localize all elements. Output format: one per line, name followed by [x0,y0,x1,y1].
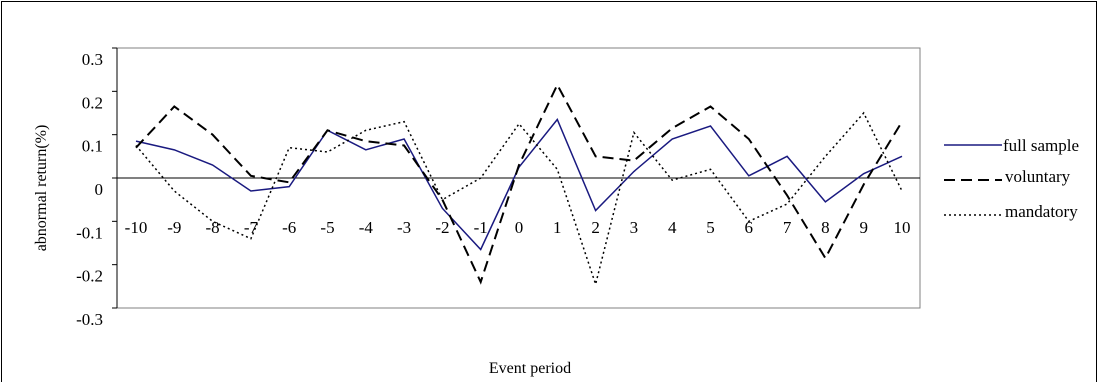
series-line-mandatory [135,111,903,287]
x-tick-label: 1 [553,218,562,237]
legend: full sample voluntary mandatory [944,136,1079,221]
x-tick-label: -3 [397,218,411,237]
x-tick-label: -10 [125,218,148,237]
x-tick-label: -5 [320,218,334,237]
x-tick-label: -9 [167,218,181,237]
x-tick-label: 10 [894,218,911,237]
x-tick-label: -4 [359,218,374,237]
x-tick-label: 7 [783,218,792,237]
x-tick-label: 4 [668,218,677,237]
x-tick-label: 9 [859,218,868,237]
x-tick-label: -7 [244,218,259,237]
x-tick-label: -6 [282,218,296,237]
x-tick-label: -8 [206,218,220,237]
series-line-voluntary [135,82,903,285]
x-tick-label: 2 [591,218,600,237]
x-tick-labels: -10 -9 -8 -7 -6 -5 -4 -3 -2 -1 0 1 2 3 4 5 6 7 8 9 10 [125,218,911,237]
y-tick-label: -0.3 [76,310,103,329]
legend-label: full sample [1003,136,1079,155]
x-tick-label: 8 [821,218,830,237]
y-tick-label: 0.3 [82,50,103,69]
y-tick-label: -0.2 [76,267,103,286]
x-tick-label: 5 [706,218,715,237]
y-axis-label: abnormal return(%) [33,125,50,252]
x-tick-label: 6 [745,218,754,237]
legend-label: voluntary [1005,167,1071,186]
y-tick-label: -0.1 [76,223,103,242]
y-tick-label: 0 [95,180,104,199]
legend-label: mandatory [1005,202,1078,221]
x-tick-label: 0 [515,218,524,237]
x-tick-label: -1 [474,218,488,237]
y-tick-labels: 0.3 0.2 0.1 0 -0.1 -0.2 -0.3 [76,47,117,329]
series-lines [135,82,903,287]
x-tick-label: -2 [435,218,449,237]
x-axis-label: Event period [489,360,571,377]
y-tick-label: 0.1 [82,137,103,156]
x-tick-label: 3 [630,218,639,237]
y-tick-label: 0.2 [82,93,103,112]
